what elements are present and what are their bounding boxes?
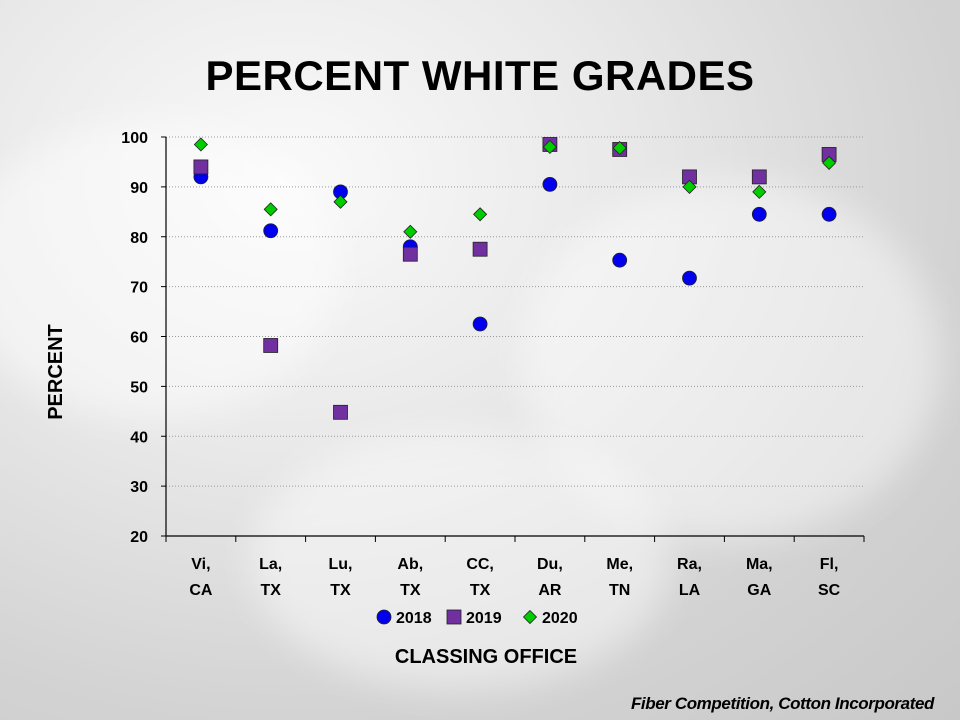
x-tick-label: TX bbox=[330, 582, 351, 599]
y-tick-label: 100 bbox=[121, 130, 148, 147]
background-cotton-blob bbox=[250, 430, 670, 690]
point-2018 bbox=[821, 206, 837, 222]
legend-item-2019[interactable]: 2019 bbox=[446, 609, 502, 627]
source-credit: Fiber Competition, Cotton Incorporated bbox=[630, 694, 934, 713]
y-tick-label: 70 bbox=[130, 280, 148, 297]
legend-label: 2019 bbox=[466, 610, 502, 627]
background-cotton-blob bbox=[520, 180, 940, 540]
x-tick-label: Ab, bbox=[397, 556, 423, 573]
x-tick-label: Ma, bbox=[746, 556, 773, 573]
x-tick-label: TX bbox=[470, 582, 491, 599]
y-tick-label: 60 bbox=[130, 330, 148, 347]
x-tick-label: Lu, bbox=[329, 556, 353, 573]
x-tick-label: Ra, bbox=[677, 556, 702, 573]
x-tick-label: LA bbox=[679, 582, 701, 599]
point-2020 bbox=[333, 194, 348, 209]
point-2020 bbox=[193, 137, 208, 152]
y-tick-labels: 20 30 40 50 60 70 80 90 100 bbox=[121, 130, 148, 546]
point-2019 bbox=[751, 169, 767, 185]
point-2018 bbox=[751, 206, 767, 222]
point-2020 bbox=[612, 140, 627, 156]
point-2019 bbox=[402, 246, 418, 262]
legend-item-2020[interactable]: 2020 bbox=[522, 609, 578, 627]
x-tick-label: Fl, bbox=[820, 556, 839, 573]
point-2018 bbox=[682, 270, 697, 286]
point-2020 bbox=[822, 155, 837, 171]
point-2020 bbox=[682, 179, 697, 194]
x-tick-label: SC bbox=[818, 582, 841, 599]
legend[interactable]: 2018 2019 2020 bbox=[376, 609, 578, 627]
x-tick-label: TX bbox=[400, 582, 421, 599]
legend-label: 2020 bbox=[542, 610, 578, 627]
x-axis-label: CLASSING OFFICE bbox=[395, 646, 577, 668]
gridlines bbox=[166, 136, 864, 487]
x-tick-label: CA bbox=[189, 582, 213, 599]
legend-item-2018[interactable]: 2018 bbox=[376, 609, 432, 627]
x-tick-label: Vi, bbox=[191, 556, 210, 573]
point-2020 bbox=[752, 184, 767, 199]
point-2018 bbox=[472, 316, 488, 332]
y-tick-label: 50 bbox=[130, 379, 148, 396]
y-axis-label: PERCENT bbox=[45, 324, 67, 420]
x-tick-label: TN bbox=[609, 582, 630, 599]
background-cotton-blob bbox=[0, 120, 340, 420]
point-2019 bbox=[193, 159, 209, 175]
point-2018 bbox=[612, 252, 628, 268]
point-2020 bbox=[403, 224, 418, 239]
point-2020 bbox=[473, 207, 488, 222]
legend-marker-square bbox=[446, 609, 462, 625]
x-tick-label: Me, bbox=[606, 556, 633, 573]
x-tick-label: AR bbox=[538, 582, 562, 599]
legend-marker-circle bbox=[376, 609, 392, 625]
x-tick-label: TX bbox=[260, 582, 281, 599]
y-tick-label: 90 bbox=[130, 180, 148, 197]
point-2018 bbox=[263, 223, 279, 239]
x-tick-label: Du, bbox=[537, 556, 563, 573]
y-tick-label: 40 bbox=[130, 429, 148, 446]
point-2020 bbox=[263, 202, 278, 217]
legend-marker-diamond bbox=[522, 609, 538, 625]
legend-label: 2018 bbox=[396, 610, 432, 627]
point-2019 bbox=[472, 241, 488, 257]
x-tick-labels: Vi, CA La, TX Lu, TX Ab, TX CC, TX Du, AR Me, TN Ra, LA… bbox=[189, 556, 840, 599]
y-tick-label: 20 bbox=[130, 529, 148, 546]
point-2019 bbox=[333, 404, 348, 420]
x-tick-label: La, bbox=[259, 556, 282, 573]
point-2018 bbox=[542, 176, 558, 192]
y-tick-label: 80 bbox=[130, 230, 148, 247]
x-tick-label: GA bbox=[747, 582, 771, 599]
point-2019 bbox=[263, 338, 279, 353]
x-tick-label: CC, bbox=[466, 556, 494, 573]
point-2020 bbox=[542, 139, 557, 155]
slide-title: PERCENT WHITE GRADES bbox=[205, 52, 755, 99]
y-tick-label: 30 bbox=[130, 479, 148, 496]
axes bbox=[161, 136, 865, 542]
data-points bbox=[193, 137, 837, 420]
